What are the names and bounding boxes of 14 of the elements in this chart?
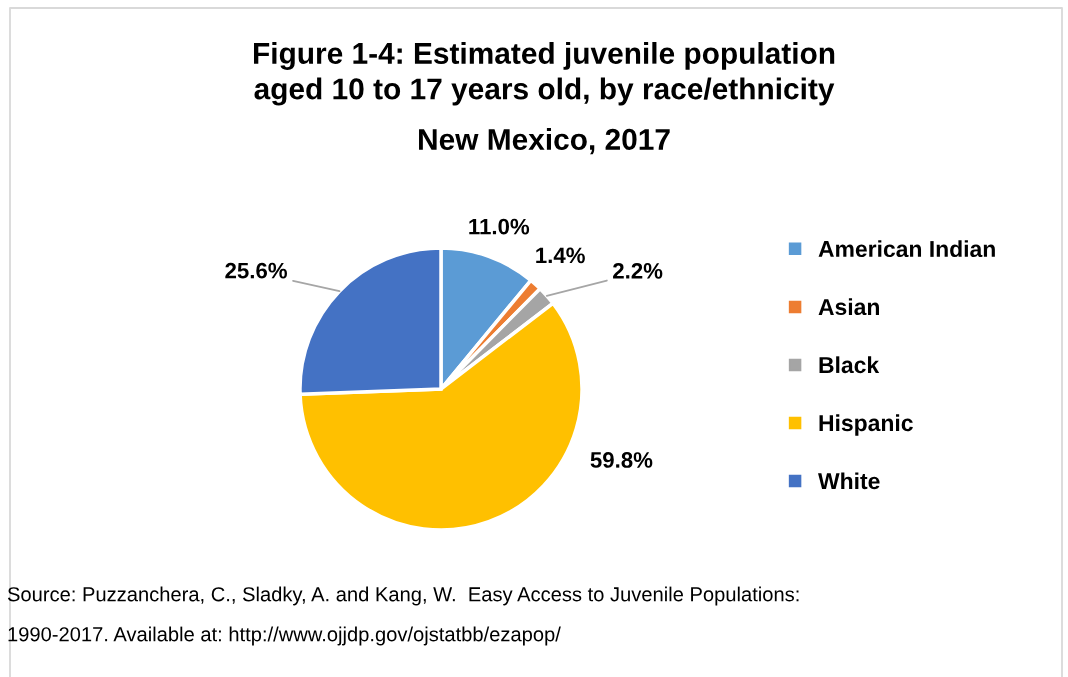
data-label: 11.0% [469, 218, 530, 235]
legend-label: White [818, 472, 880, 490]
chart-subtitle: New Mexico, 2017 [419, 128, 670, 155]
data-label: 59.8% [590, 452, 653, 468]
legend-label: Asian [818, 298, 879, 316]
source-note: Source: Puzzanchera, C., Sladky, A. and Kang, W. Easy Access to Juvenile Populations: [7, 586, 799, 606]
data-label: 2.2% [613, 262, 663, 279]
legend-label: American Indian [818, 240, 995, 258]
chart-title: Figure 1-4: Estimated juvenile population aged 10 to 17 years old, by race/ethnicity [254, 42, 835, 106]
text: 1990-2017. Available at: http://www.ojjdp.gov/ojstatbb/ezapop/ [8, 626, 561, 646]
data-label: 25.6% [225, 262, 287, 279]
legend-label: Black [819, 356, 880, 374]
legend-label: Hispanic [819, 414, 913, 436]
data-label: 1.4% [536, 247, 585, 264]
